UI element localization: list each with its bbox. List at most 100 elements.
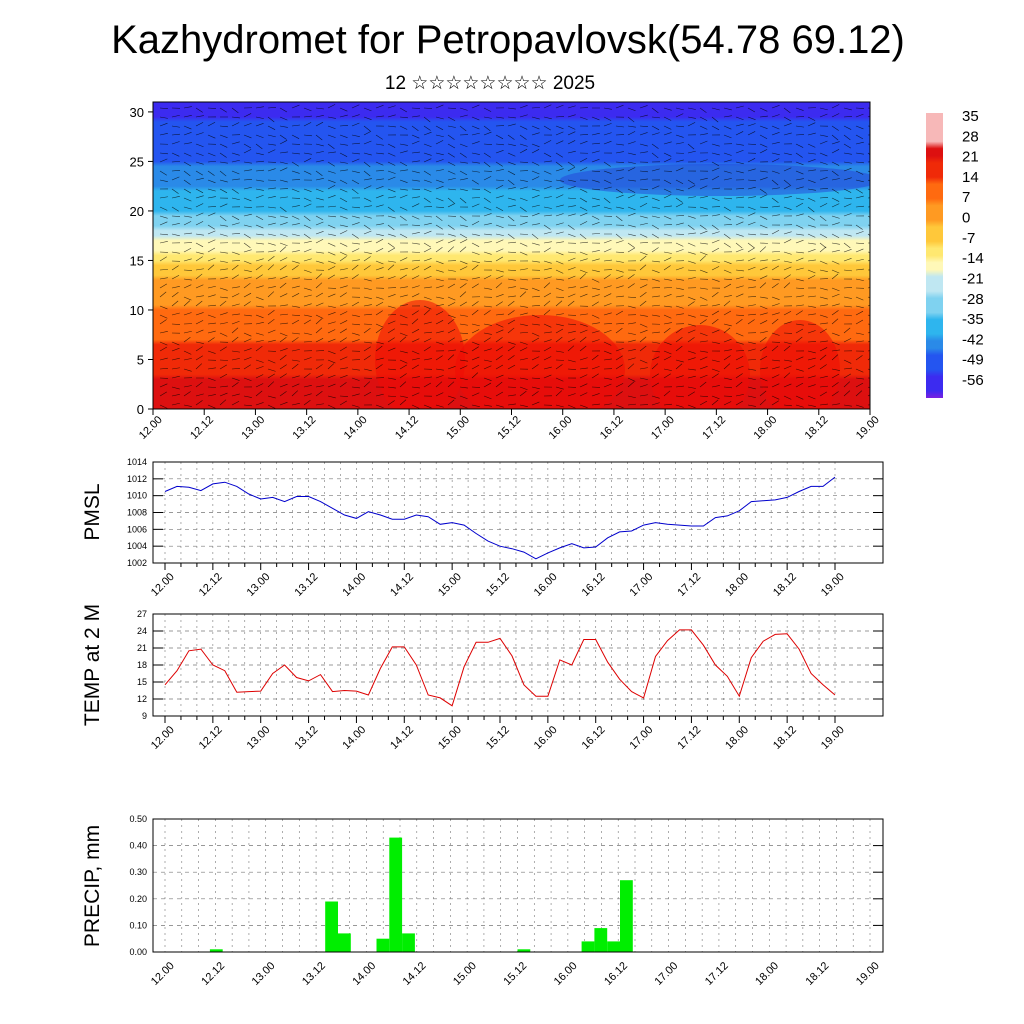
wind-barb: [207, 170, 215, 176]
wind-barb: [687, 122, 696, 127]
wind-barb: [327, 293, 336, 298]
wind-barb: [411, 134, 420, 139]
wind-barb: [435, 285, 444, 289]
wind-barb: [555, 179, 564, 182]
wind-barb: [723, 269, 732, 274]
wind-barb: [495, 374, 504, 379]
wind-barb: [867, 358, 870, 361]
x-tick-label: 14.00: [350, 960, 378, 988]
wind-barb: [267, 368, 276, 372]
wind-barb: [591, 250, 600, 253]
wind-barb: [615, 169, 624, 172]
wind-barb: [531, 194, 540, 199]
wind-barb: [387, 114, 396, 118]
wind-barb: [291, 205, 300, 208]
wind-barb: [423, 107, 433, 109]
wind-barb: [507, 161, 516, 165]
wind-barb: [819, 113, 828, 118]
wind-barb: [747, 348, 756, 352]
wind-barb: [531, 132, 540, 136]
wind-barb: [567, 286, 576, 289]
wind-barb: [735, 221, 744, 226]
wind-barb: [159, 291, 167, 298]
wind-barb: [279, 265, 287, 271]
wind-barb: [195, 312, 204, 316]
wind-barb: [843, 107, 852, 111]
wind-barb: [603, 116, 612, 121]
x-tick-label: 17.00: [627, 571, 655, 599]
wind-barb: [687, 269, 696, 272]
wind-barb: [219, 251, 228, 254]
wind-barb: [159, 179, 168, 182]
wind-barb: [531, 170, 540, 175]
wind-barb: [723, 152, 732, 156]
wind-barb: [519, 268, 528, 271]
wind-barb: [699, 381, 707, 388]
wind-barb: [183, 152, 192, 157]
wind-barb: [603, 179, 612, 184]
wind-barb: [459, 359, 468, 362]
wind-barb: [315, 170, 323, 177]
wind-barb: [735, 248, 744, 253]
colorbar-label: -14: [962, 250, 984, 267]
x-tick-label: 13.00: [245, 724, 273, 752]
wind-barb: [819, 161, 828, 165]
wind-barb: [687, 224, 695, 230]
wind-barb: [651, 116, 660, 119]
x-tick-label: 17.12: [700, 414, 728, 442]
wind-barb: [171, 161, 180, 163]
wind-barb: [495, 301, 503, 307]
wind-barb: [531, 223, 540, 226]
wind-barb: [375, 327, 383, 334]
wind-barb: [783, 239, 792, 244]
wind-barb: [363, 161, 371, 168]
wind-barb: [303, 314, 312, 317]
wind-barb: [735, 285, 744, 289]
wind-barb: [555, 300, 563, 307]
wind-barb: [339, 206, 348, 211]
wind-barb: [375, 194, 384, 199]
wind-barb: [699, 107, 707, 113]
wind-barb: [819, 269, 828, 272]
wind-barb: [207, 196, 216, 199]
wind-barb: [603, 293, 612, 298]
wind-barb: [315, 273, 323, 280]
wind-barb: [843, 287, 852, 289]
wind-barb: [723, 115, 732, 118]
wind-barb: [591, 366, 600, 370]
wind-barb: [207, 337, 215, 343]
wind-barb: [555, 186, 564, 190]
wind-barb: [447, 246, 455, 253]
wind-barb: [807, 169, 816, 172]
wind-barb: [387, 170, 396, 174]
wind-barb: [195, 107, 203, 113]
x-tick-label: 15.00: [451, 960, 479, 988]
x-tick-label: 14.00: [342, 414, 370, 442]
wind-barb: [495, 391, 504, 397]
wind-barb: [399, 188, 408, 191]
wind-barb: [495, 381, 503, 388]
x-tick-label: 18.00: [723, 724, 751, 752]
wind-barb: [699, 224, 707, 230]
wind-barb: [279, 140, 288, 145]
wind-barb: [399, 314, 408, 319]
wind-barb: [327, 274, 336, 280]
wind-barb: [675, 134, 684, 138]
wind-barb: [639, 394, 648, 397]
wind-barb: [471, 260, 480, 263]
wind-barb: [819, 375, 828, 379]
wind-barb: [819, 134, 828, 137]
wind-barb: [759, 194, 768, 199]
wind-barb: [699, 206, 708, 210]
wind-barb: [651, 125, 660, 131]
wind-barb: [819, 340, 828, 343]
wind-barb: [459, 365, 468, 370]
wind-barb: [639, 151, 648, 154]
x-tick-label: 18.12: [771, 571, 799, 599]
wind-barb: [807, 404, 816, 407]
wind-barb: [675, 313, 684, 316]
wind-barb: [255, 366, 264, 370]
wind-barb: [831, 170, 839, 176]
wind-barb: [279, 282, 287, 289]
wind-barb: [471, 242, 480, 247]
